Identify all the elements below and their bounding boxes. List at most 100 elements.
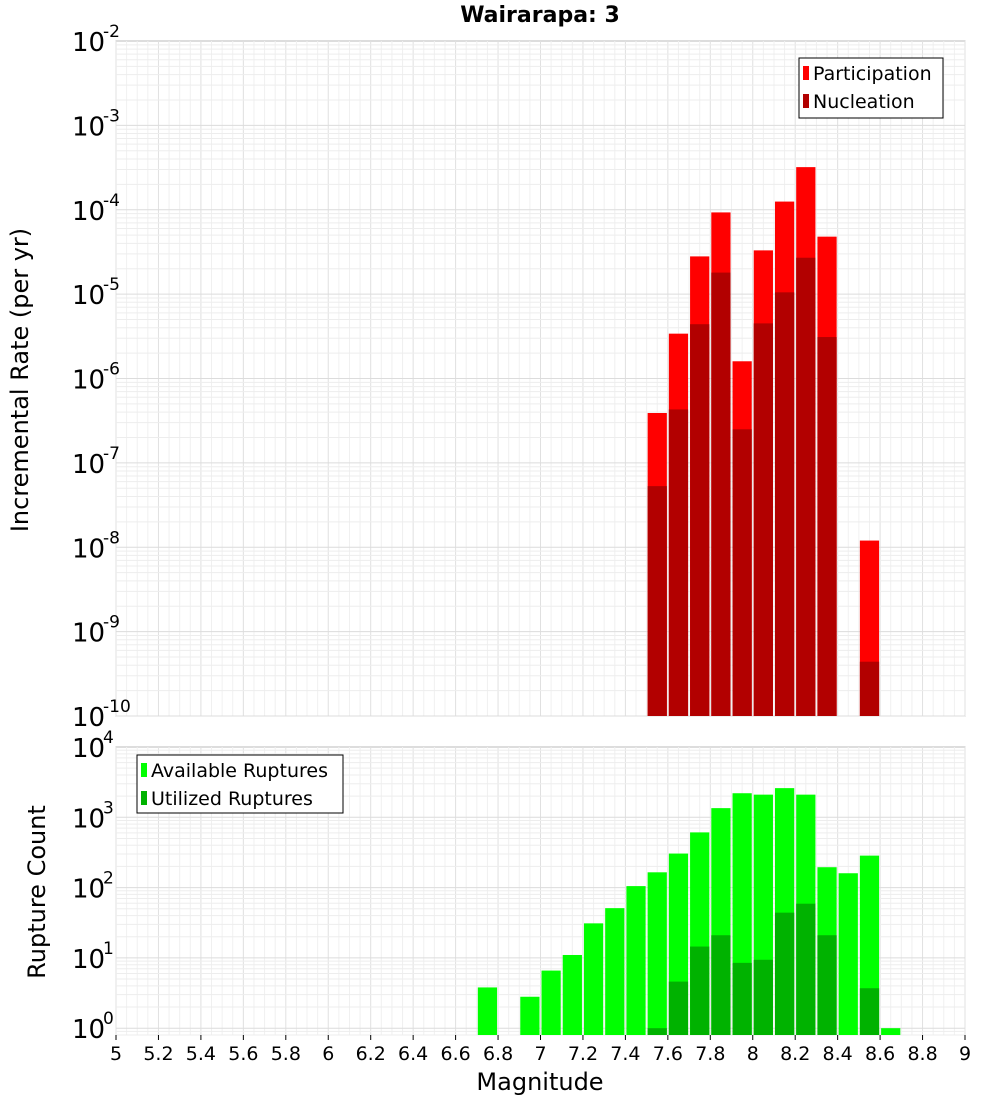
x-tick-label: 6.6 — [440, 1043, 470, 1065]
x-tick-label: 5.6 — [228, 1043, 258, 1065]
count-grid — [115, 747, 966, 1036]
available-ruptures-bar — [541, 970, 561, 1035]
available-legend-swatch — [141, 763, 147, 777]
utilized-legend-swatch — [141, 791, 147, 805]
rate-y-tick-exponent: -4 — [103, 191, 120, 211]
available-ruptures-bar — [477, 987, 498, 1035]
available-ruptures-bar — [520, 996, 540, 1035]
utilized-legend-label: Utilized Ruptures — [151, 788, 313, 810]
participation-legend-label: Participation — [813, 63, 932, 85]
count-y-axis-label: Rupture Count — [23, 805, 51, 979]
rate-y-tick-exponent: -7 — [103, 444, 120, 464]
x-tick-label: 8 — [747, 1043, 759, 1065]
count-y-tick-label: 104 — [72, 728, 114, 764]
x-tick-label: 7 — [534, 1043, 546, 1065]
count-y-tick-base: 10 — [72, 875, 105, 905]
count-y-tick-base: 10 — [72, 734, 105, 764]
available-ruptures-bar — [881, 1028, 901, 1035]
count-legend: Available Ruptures Utilized Ruptures — [136, 754, 344, 814]
count-y-tick-label: 103 — [72, 798, 114, 834]
rate-y-tick-label: 10-10 — [72, 697, 131, 733]
x-tick-label: 6.8 — [483, 1043, 513, 1065]
utilized-ruptures-bar — [711, 935, 731, 1035]
count-y-tick-exponent: 0 — [103, 1009, 114, 1029]
x-tick-label: 5 — [110, 1043, 122, 1065]
x-tick-label: 6.2 — [356, 1043, 386, 1065]
count-y-tick-exponent: 1 — [103, 939, 114, 959]
count-y-tick-exponent: 3 — [103, 798, 114, 818]
rate-y-tick-label: 10-2 — [72, 22, 120, 58]
utilized-ruptures-bar — [796, 903, 816, 1035]
nucleation-bar — [690, 324, 710, 716]
nucleation-bar — [859, 661, 880, 716]
available-ruptures-bar — [562, 954, 582, 1035]
x-tick-label: 7.2 — [568, 1043, 598, 1065]
available-ruptures-bar — [838, 873, 858, 1035]
nucleation-bar — [711, 272, 731, 716]
x-tick-label: 8.4 — [823, 1043, 853, 1065]
rate-y-tick-label: 10-3 — [72, 106, 120, 142]
rate-y-tick-base: 10 — [72, 28, 105, 58]
rate-y-tick-base: 10 — [72, 619, 105, 649]
count-legend-box — [136, 754, 344, 814]
count-bars — [477, 788, 901, 1035]
count-y-tick-exponent: 2 — [103, 869, 114, 889]
rate-grid — [115, 41, 966, 717]
count-y-tick-label: 102 — [72, 869, 114, 905]
rate-y-ticks: 10-210-310-410-510-610-710-810-910-10 — [72, 22, 131, 733]
available-ruptures-bar — [626, 886, 646, 1035]
nucleation-legend-swatch — [803, 94, 809, 108]
nucleation-bar — [647, 486, 667, 716]
rate-y-tick-base: 10 — [72, 703, 105, 733]
participation-legend-swatch — [803, 66, 809, 80]
available-legend-label: Available Ruptures — [151, 760, 328, 782]
utilized-ruptures-bar — [753, 959, 773, 1035]
chart-title: Wairarapa: 3 — [460, 3, 620, 28]
utilized-ruptures-bar — [774, 912, 795, 1035]
count-y-tick-base: 10 — [72, 945, 105, 975]
nucleation-bar — [817, 337, 837, 716]
count-y-tick-label: 100 — [72, 1009, 114, 1045]
utilized-ruptures-bar — [859, 988, 880, 1035]
rate-bars — [647, 167, 880, 717]
count-y-tick-base: 10 — [72, 1015, 105, 1045]
x-tick-label: 5.8 — [271, 1043, 301, 1065]
count-y-tick-base: 10 — [72, 804, 105, 834]
rate-y-tick-exponent: -2 — [103, 22, 120, 42]
rate-y-tick-exponent: -3 — [103, 106, 120, 126]
rate-y-tick-base: 10 — [72, 366, 105, 396]
x-tick-label: 7.8 — [695, 1043, 725, 1065]
rate-y-tick-label: 10-5 — [72, 275, 120, 311]
rate-y-tick-exponent: -8 — [103, 528, 120, 548]
x-axis-label: Magnitude — [476, 1068, 603, 1096]
rate-legend-box — [798, 57, 944, 119]
magnitude-x-ticks: 5 5.2 5.4 5.6 5.8 6 6.2 6.4 6.6 6.8 7 7.2 7.4 7.6 7.8 8… — [110, 1035, 971, 1065]
x-tick-label: 8.2 — [780, 1043, 810, 1065]
x-tick-label: 8.8 — [907, 1043, 937, 1065]
rate-y-tick-label: 10-4 — [72, 191, 120, 227]
rate-y-tick-label: 10-6 — [72, 360, 120, 396]
rate-panel: 10-210-310-410-510-610-710-810-910-10 In… — [6, 22, 966, 733]
rate-y-axis-label: Incremental Rate (per yr) — [6, 228, 34, 532]
count-y-tick-label: 101 — [72, 939, 114, 975]
x-tick-label: 6.4 — [398, 1043, 428, 1065]
available-ruptures-bar — [583, 923, 604, 1035]
available-ruptures-bar — [647, 872, 667, 1035]
rate-y-tick-base: 10 — [72, 112, 105, 142]
nucleation-legend-label: Nucleation — [813, 91, 915, 113]
rate-legend: Participation Nucleation — [798, 57, 944, 119]
x-tick-label: 8.6 — [865, 1043, 895, 1065]
x-tick-label: 6 — [322, 1043, 334, 1065]
utilized-ruptures-bar — [647, 1028, 667, 1035]
nucleation-bar — [774, 292, 795, 716]
x-tick-label: 5.2 — [143, 1043, 173, 1065]
x-tick-label: 7.6 — [653, 1043, 683, 1065]
nucleation-bar — [796, 257, 816, 716]
utilized-ruptures-bar — [690, 946, 710, 1035]
rate-y-tick-exponent: -6 — [103, 360, 120, 380]
rate-y-tick-exponent: -5 — [103, 275, 120, 295]
rate-y-tick-label: 10-8 — [72, 528, 120, 564]
x-tick-label: 7.4 — [610, 1043, 640, 1065]
x-tick-label: 5.4 — [186, 1043, 216, 1065]
